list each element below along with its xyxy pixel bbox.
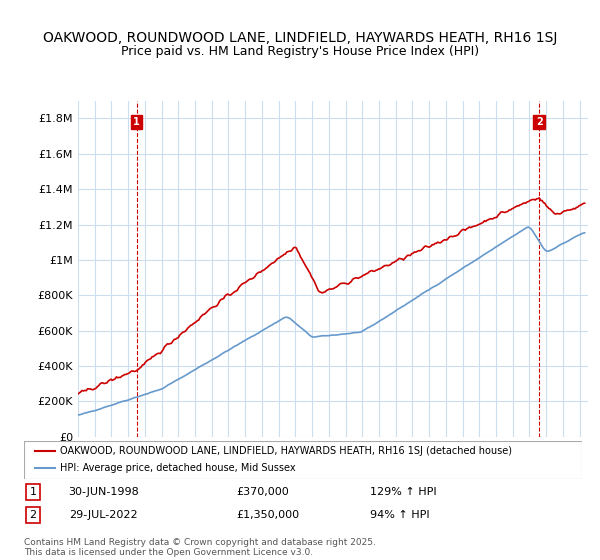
Text: 29-JUL-2022: 29-JUL-2022 — [68, 510, 137, 520]
Text: 1: 1 — [133, 117, 140, 127]
Text: 2: 2 — [29, 510, 37, 520]
Text: 2: 2 — [536, 117, 542, 127]
Text: Price paid vs. HM Land Registry's House Price Index (HPI): Price paid vs. HM Land Registry's House … — [121, 45, 479, 58]
Text: OAKWOOD, ROUNDWOOD LANE, LINDFIELD, HAYWARDS HEATH, RH16 1SJ: OAKWOOD, ROUNDWOOD LANE, LINDFIELD, HAYW… — [43, 31, 557, 45]
FancyBboxPatch shape — [24, 441, 582, 479]
Text: 94% ↑ HPI: 94% ↑ HPI — [370, 510, 430, 520]
Text: HPI: Average price, detached house, Mid Sussex: HPI: Average price, detached house, Mid … — [60, 463, 296, 473]
Text: £370,000: £370,000 — [236, 487, 289, 497]
Text: 1: 1 — [29, 487, 37, 497]
Text: OAKWOOD, ROUNDWOOD LANE, LINDFIELD, HAYWARDS HEATH, RH16 1SJ (detached house): OAKWOOD, ROUNDWOOD LANE, LINDFIELD, HAYW… — [60, 446, 512, 456]
Text: Contains HM Land Registry data © Crown copyright and database right 2025.
This d: Contains HM Land Registry data © Crown c… — [24, 538, 376, 557]
Text: 129% ↑ HPI: 129% ↑ HPI — [370, 487, 437, 497]
Text: 30-JUN-1998: 30-JUN-1998 — [68, 487, 139, 497]
Text: £1,350,000: £1,350,000 — [236, 510, 299, 520]
